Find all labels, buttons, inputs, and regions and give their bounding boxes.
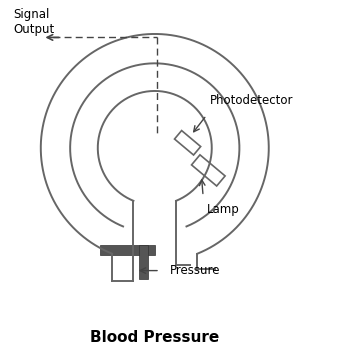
Text: Pressure: Pressure (170, 264, 221, 277)
Text: Signal
Output: Signal Output (13, 8, 54, 36)
Bar (139, 245, 148, 279)
Text: Blood Pressure: Blood Pressure (90, 330, 219, 345)
Polygon shape (192, 155, 225, 186)
Text: Photodetector: Photodetector (210, 94, 293, 107)
Polygon shape (174, 131, 201, 155)
Text: Lamp: Lamp (207, 203, 239, 216)
Bar (99, 245, 155, 255)
